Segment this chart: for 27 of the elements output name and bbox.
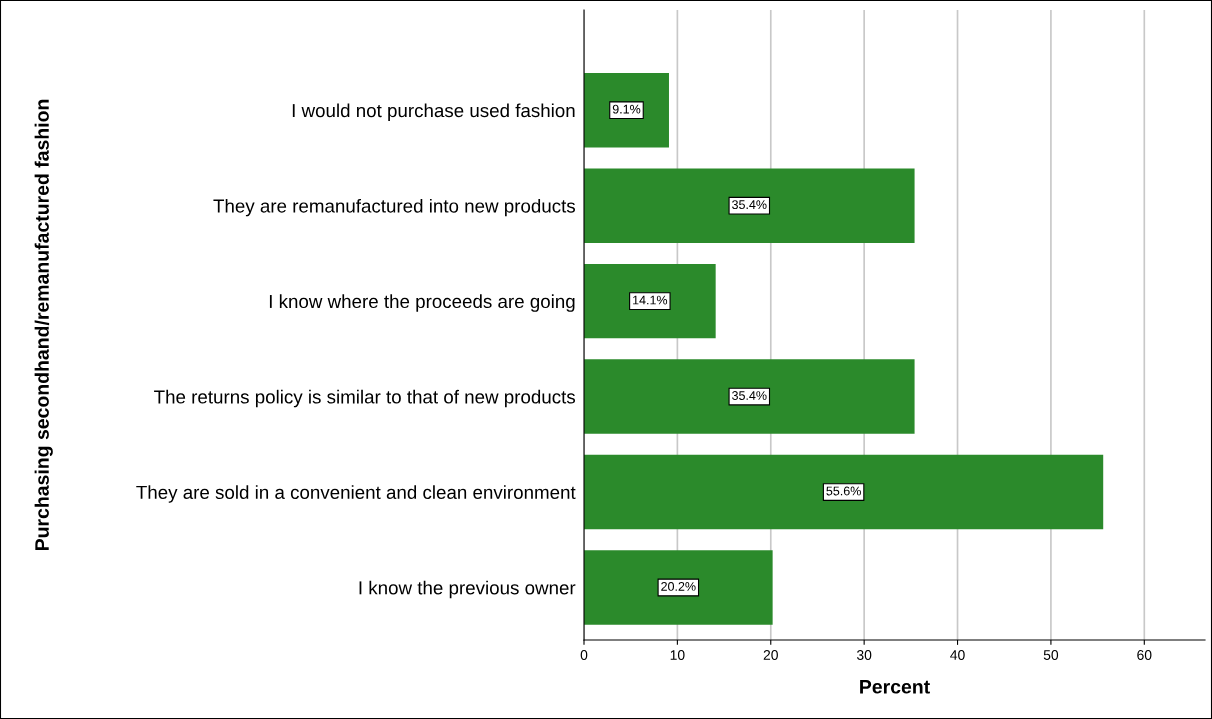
data-label: 35.4% bbox=[732, 200, 767, 210]
y-tick-label: The returns policy is similar to that of new products bbox=[154, 389, 576, 408]
x-tick-label: 0 bbox=[580, 650, 588, 660]
data-label: 20.2% bbox=[661, 582, 696, 591]
bar bbox=[584, 550, 773, 625]
x-tick-label: 30 bbox=[856, 650, 872, 660]
y-tick-label: They are sold in a convenient and clean environment bbox=[136, 485, 576, 503]
x-tick-label: 20 bbox=[763, 650, 778, 660]
y-tick-label: I know the previous owner bbox=[359, 580, 576, 599]
x-tick-label: 50 bbox=[1043, 650, 1059, 660]
data-label: 55.6% bbox=[826, 486, 861, 496]
y-tick-label: I know where the proceeds are going bbox=[269, 294, 575, 312]
data-label: 14.1% bbox=[633, 295, 668, 305]
x-tick-label: 10 bbox=[670, 650, 685, 660]
x-tick-label: 60 bbox=[1137, 650, 1152, 660]
bar bbox=[584, 73, 669, 148]
bar bbox=[584, 454, 1104, 530]
x-axis-title: Percent bbox=[860, 680, 930, 694]
bar bbox=[584, 359, 915, 434]
y-axis-title: Purchasing secondhand/remanufactured fashion bbox=[34, 99, 53, 551]
data-label: 35.4% bbox=[732, 391, 767, 400]
bar bbox=[584, 168, 915, 243]
bar bbox=[584, 263, 716, 339]
data-label: 9.1% bbox=[612, 104, 641, 114]
x-tick-label: 40 bbox=[950, 650, 965, 660]
y-tick-label: They are remanufactured into new products bbox=[213, 198, 576, 217]
y-tick-label: I would not purchase used fashion bbox=[292, 103, 575, 121]
